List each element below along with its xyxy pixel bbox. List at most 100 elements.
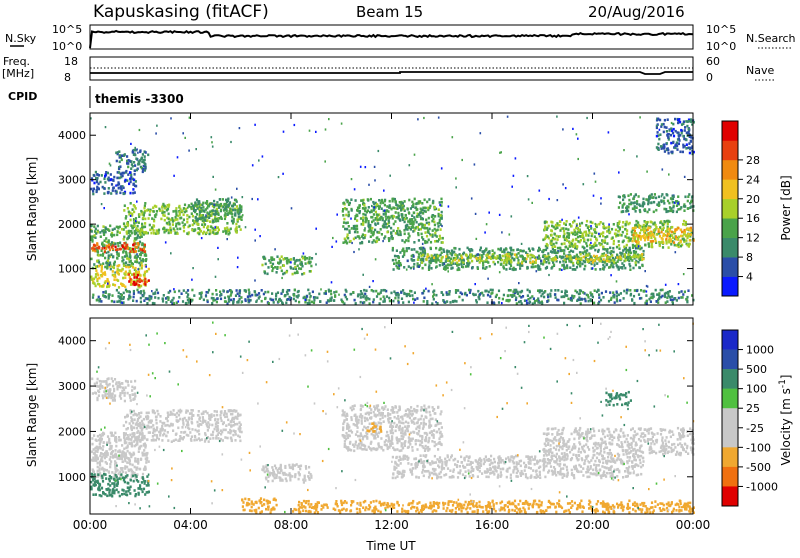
power-cell-10 [370,235,372,238]
power-cell-8 [274,266,276,269]
power-noise-cell [252,164,254,166]
velocity-cell-0 [115,445,117,448]
power-cell-13 [582,246,584,249]
power-cell-12 [473,255,475,258]
power-cell-14 [675,238,677,241]
power-cell-6 [206,219,208,222]
power-cell-9 [529,297,531,300]
power-cell-12 [635,261,637,264]
power-cell-6 [198,233,200,236]
power-cell-15 [676,211,678,214]
power-cell-9 [634,289,636,292]
power-cell-9 [655,289,657,292]
power-noise-cell [513,175,515,177]
power-cell-11 [621,262,623,265]
power-noise-cell [315,263,317,265]
power-cell-0 [145,258,147,261]
power-cell-12 [515,256,517,259]
power-cell-10 [384,220,386,223]
power-cell-8 [298,267,300,270]
power-cell-7 [222,198,224,201]
power-cell-10 [442,237,444,240]
velocity-cell-0 [106,462,108,465]
power-cell-10 [391,238,393,241]
power-cell-9 [527,294,529,297]
power-cell-13 [638,224,640,227]
power-cell-9 [608,300,610,303]
power-cell-12 [613,261,615,264]
power-cell-9 [433,298,435,301]
power-cell-12 [517,262,519,265]
velocity-cell-0 [103,441,105,444]
power-cell-9 [519,291,521,294]
power-noise-cell [586,117,588,119]
velocity-cell-0 [99,441,101,444]
power-cell-9 [293,298,295,301]
power-cell-0 [130,260,132,263]
power-cell-1 [98,247,100,250]
velocity-cell-0 [109,442,111,445]
power-cell-15 [633,198,635,201]
power-noise-cell [383,190,385,192]
power-cell-0 [105,227,107,230]
power-cell-14 [673,241,675,244]
power-cell-10 [385,223,387,226]
power-cell-12 [470,253,472,256]
power-cell-12 [425,258,427,261]
power-cell-9 [365,289,367,292]
power-cell-11 [411,259,413,262]
velocity-cell-1 [124,456,126,459]
power-cell-13 [580,231,582,234]
power-noise-cell [212,146,214,148]
power-cell-11 [395,259,397,262]
power-cell-6 [224,218,226,221]
freq-unit: [MHz] [2,67,34,80]
power-cell-9 [643,290,645,293]
power-cell-13 [553,226,555,229]
power-cell-11 [513,259,515,262]
power-cell-9 [157,297,159,300]
power-cell-10 [397,207,399,210]
power-cell-9 [105,290,107,293]
power-cell-11 [620,266,622,269]
power-cell-11 [595,268,597,271]
power-cell-9 [423,300,425,303]
power-cell-13 [574,233,576,236]
power-cell-14 [647,238,649,241]
power-noise-cell [592,267,594,269]
power-cell-16 [667,118,669,121]
power-noise-cell [384,209,386,211]
power-cell-13 [547,235,549,238]
power-noise-cell [537,256,539,258]
power-cell-11 [553,264,555,267]
power-cell-11 [460,263,462,266]
power-cell-10 [411,218,413,221]
power-noise-cell [133,218,135,220]
power-cell-10 [434,224,436,227]
power-cell-13 [668,246,670,249]
power-cell-13 [579,225,581,228]
power-cell-12 [480,260,482,263]
power-noise-cell [677,202,679,204]
power-cell-4 [103,192,105,195]
power-cell-5 [126,155,128,158]
power-cell-12 [522,256,524,259]
power-cell-12 [442,256,444,259]
power-cell-9 [484,290,486,293]
power-noise-cell [413,302,415,304]
power-cell-10 [358,212,360,215]
power-noise-cell [658,297,660,299]
power-noise-cell [435,301,437,303]
power-noise-cell [245,226,247,228]
power-cell-12 [532,260,534,263]
power-noise-cell [205,294,207,296]
power-cell-7 [191,212,193,215]
power-noise-cell [254,229,256,231]
power-cell-10 [389,207,391,210]
power-cell-10 [363,204,365,207]
power-cell-16 [684,129,686,132]
power-noise-cell [137,152,139,154]
power-cell-4 [93,188,95,191]
velocity-cell-0 [145,468,147,471]
power-cell-0 [94,234,96,237]
